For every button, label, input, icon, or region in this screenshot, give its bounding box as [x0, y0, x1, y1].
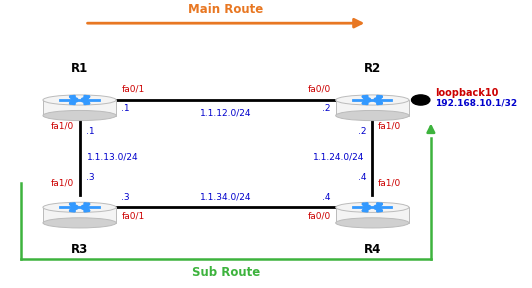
Text: R4: R4: [364, 242, 381, 255]
Text: 1.1.12.0/24: 1.1.12.0/24: [200, 109, 252, 118]
Text: fa0/0: fa0/0: [307, 85, 330, 94]
Text: R2: R2: [364, 62, 381, 75]
FancyBboxPatch shape: [336, 100, 409, 115]
Text: 1.1.34.0/24: 1.1.34.0/24: [200, 193, 252, 202]
Text: .2: .2: [358, 128, 366, 137]
Text: fa0/0: fa0/0: [307, 212, 330, 221]
Text: loopback10: loopback10: [435, 88, 498, 98]
Ellipse shape: [336, 110, 409, 121]
Ellipse shape: [336, 202, 409, 213]
Text: fa1/0: fa1/0: [51, 122, 74, 131]
Ellipse shape: [43, 110, 117, 121]
Ellipse shape: [336, 95, 409, 105]
FancyBboxPatch shape: [43, 100, 117, 115]
Text: .1: .1: [121, 104, 130, 113]
Text: .3: .3: [86, 173, 94, 182]
Text: fa0/1: fa0/1: [121, 85, 145, 94]
Text: R3: R3: [71, 242, 88, 255]
FancyBboxPatch shape: [336, 207, 409, 223]
Text: .4: .4: [358, 173, 366, 182]
Ellipse shape: [43, 218, 117, 228]
Circle shape: [412, 95, 430, 105]
Ellipse shape: [43, 95, 117, 105]
Ellipse shape: [336, 218, 409, 228]
FancyBboxPatch shape: [43, 207, 117, 223]
Text: fa1/0: fa1/0: [377, 122, 401, 131]
Text: .2: .2: [322, 104, 330, 113]
Text: .1: .1: [86, 128, 94, 137]
Text: .3: .3: [121, 193, 130, 202]
Text: 1.1.24.0/24: 1.1.24.0/24: [313, 153, 365, 162]
Text: Sub Route: Sub Route: [192, 266, 260, 279]
Text: Main Route: Main Route: [188, 3, 263, 16]
Text: fa0/1: fa0/1: [121, 212, 145, 221]
Text: 192.168.10.1/32: 192.168.10.1/32: [435, 98, 517, 107]
Text: .4: .4: [322, 193, 330, 202]
Text: R1: R1: [71, 62, 88, 75]
Ellipse shape: [43, 202, 117, 213]
Text: fa1/0: fa1/0: [377, 178, 401, 187]
Text: 1.1.13.0/24: 1.1.13.0/24: [87, 153, 139, 162]
Text: fa1/0: fa1/0: [51, 178, 74, 187]
